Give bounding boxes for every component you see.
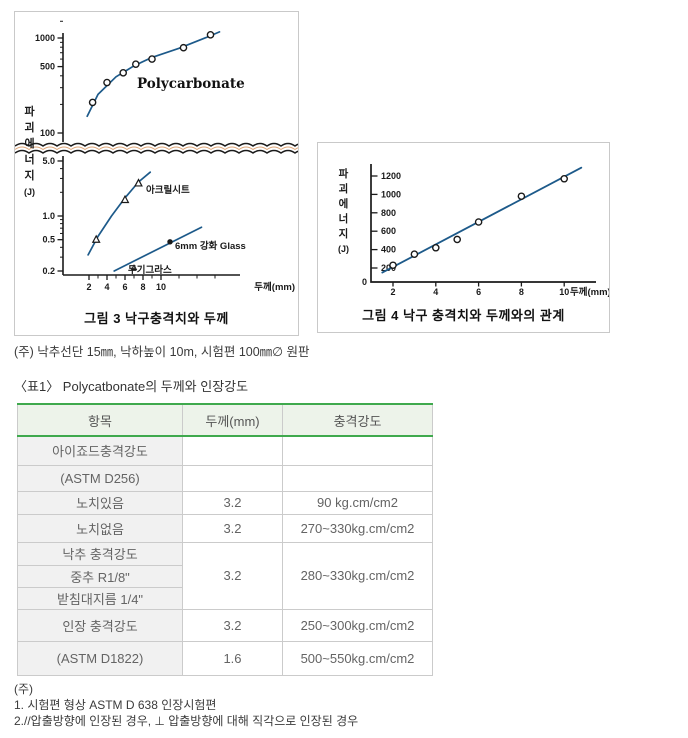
strength-cell: 500~550kg.cm/cm2 <box>282 640 433 676</box>
strength-cell: 250~300kg.cm/cm2 <box>282 608 433 642</box>
svg-text:800: 800 <box>381 208 396 218</box>
table-header-row: 항목 두께(mm) 충격강도 <box>17 403 433 437</box>
item-cell: 노치있음 <box>17 490 183 515</box>
svg-text:2: 2 <box>390 287 395 297</box>
svg-text:6: 6 <box>476 287 481 297</box>
item-cell: 인장 충격강도 <box>17 608 183 642</box>
footnote-line: 1. 시험편 형상 ASTM D 638 인장시험편 <box>14 698 217 712</box>
item-cell: 받침대지름 1/4" <box>17 586 183 610</box>
strength-cell: 280~330kg.cm/cm2 <box>282 541 433 610</box>
item-cell: (ASTM D256) <box>17 464 183 492</box>
svg-text:두께(mm): 두께(mm) <box>570 286 609 298</box>
svg-text:5.0: 5.0 <box>42 156 55 166</box>
item-cell: 노치없음 <box>17 513 183 543</box>
table-row: (ASTM D1822) 1.6 500~550kg.cm/cm2 <box>17 640 433 676</box>
thickness-cell: 3.2 <box>182 608 283 642</box>
svg-text:0.2: 0.2 <box>42 266 55 276</box>
item-cell: 아이죠드충격강도 <box>17 435 183 466</box>
footnote-line: (주) <box>14 682 34 696</box>
col-header-strength: 충격강도 <box>282 403 433 437</box>
thickness-cell: 1.6 <box>182 640 283 676</box>
svg-text:0: 0 <box>362 277 367 287</box>
svg-text:10: 10 <box>559 287 569 297</box>
item-cell: 중추 R1/8" <box>17 564 183 588</box>
svg-text:두께(mm): 두께(mm) <box>254 281 295 293</box>
table-row: 중추 R1/8" <box>17 564 433 588</box>
svg-text:8: 8 <box>519 287 524 297</box>
svg-text:8: 8 <box>140 282 145 292</box>
table-row: 노치있음 3.2 90 kg.cm/cm2 <box>17 490 433 515</box>
figure-4: 0 200 400 600 800 1000 1200 2 4 6 8 10 두께(mm) 파 괴 에 너 지(… <box>317 142 610 333</box>
figure-3-y-axis-label: 파 괴 에 너 지 (J) <box>24 106 35 197</box>
svg-text:100: 100 <box>40 128 55 138</box>
svg-text:2: 2 <box>86 282 91 292</box>
figure-4-caption: 그림 4 낙구 충격치와 두께와의 관계 <box>362 308 565 323</box>
table-row: 노치없음 3.2 270~330kg.cm/cm2 <box>17 513 433 543</box>
thickness-cell <box>182 464 283 492</box>
footnotes: (주) 1. 시험편 형상 ASTM D 638 인장시험편 2.//압출방향에… <box>14 681 358 729</box>
strength-cell: 270~330kg.cm/cm2 <box>282 513 433 543</box>
thickness-cell: 3.2 <box>182 541 283 610</box>
svg-text:6: 6 <box>122 282 127 292</box>
svg-text:무기그라스: 무기그라스 <box>128 264 172 276</box>
col-header-item: 항목 <box>17 403 183 437</box>
figure-3-chart: 1000 500 100 5.0 1.0 0.5 0.2 2 4 6 8 10 두께(mm) Polyca… <box>15 20 298 293</box>
svg-text:1.0: 1.0 <box>42 211 55 221</box>
svg-text:600: 600 <box>381 226 396 236</box>
svg-text:200: 200 <box>381 263 396 273</box>
spec-table: 항목 두께(mm) 충격강도 아이죠드충격강도 (ASTM D256) 노치있음… <box>17 403 433 676</box>
table-title: 〈표1〉 Polycatbonate의 두께와 인장강도 <box>14 379 249 394</box>
thickness-cell: 3.2 <box>182 490 283 515</box>
thickness-cell: 3.2 <box>182 513 283 543</box>
svg-text:6mm 강화 Glass: 6mm 강화 Glass <box>175 240 246 252</box>
item-cell: 낙추 충격강도 <box>17 541 183 566</box>
table-row: (ASTM D256) <box>17 464 433 492</box>
svg-text:1200: 1200 <box>381 171 401 181</box>
table-row: 아이죠드충격강도 <box>17 435 433 466</box>
figure-3: 1000 500 100 5.0 1.0 0.5 0.2 2 4 6 8 10 두께(mm) Polyca… <box>14 11 299 336</box>
strength-cell <box>282 435 433 466</box>
figure-3-caption: 그림 3 낙구충격치와 두께 <box>84 311 229 326</box>
strength-cell <box>282 464 433 492</box>
thickness-cell <box>182 435 283 466</box>
svg-text:아크릴시트: 아크릴시트 <box>146 184 190 196</box>
item-cell: (ASTM D1822) <box>17 640 183 676</box>
figure-4-chart: 0 200 400 600 800 1000 1200 2 4 6 8 10 두께(mm) <box>362 164 609 298</box>
svg-text:1000: 1000 <box>35 33 55 43</box>
svg-text:0.5: 0.5 <box>42 235 55 245</box>
col-header-thickness: 두께(mm) <box>182 403 283 437</box>
figures-note: (주) 낙추선단 15㎜, 낙하높이 10m, 시험편 100㎜∅ 원판 <box>14 345 310 359</box>
footnote-line: 2.//압출방향에 인장된 경우, ⊥ 압출방향에 대해 직각으로 인장된 경우 <box>14 714 359 728</box>
table-row: 낙추 충격강도 3.2 280~330kg.cm/cm2 <box>17 541 433 610</box>
svg-text:4: 4 <box>433 287 438 297</box>
svg-text:400: 400 <box>381 245 396 255</box>
svg-text:Polycarbonate: Polycarbonate <box>137 76 245 92</box>
svg-text:1000: 1000 <box>381 189 401 199</box>
svg-text:500: 500 <box>40 62 55 72</box>
table-row: 인장 충격강도 3.2 250~300kg.cm/cm2 <box>17 608 433 642</box>
svg-text:10: 10 <box>156 282 166 292</box>
strength-cell: 90 kg.cm/cm2 <box>282 490 433 515</box>
svg-text:4: 4 <box>104 282 109 292</box>
figure-4-y-axis-label: 파 괴 에 너 지 (J) <box>338 168 349 254</box>
